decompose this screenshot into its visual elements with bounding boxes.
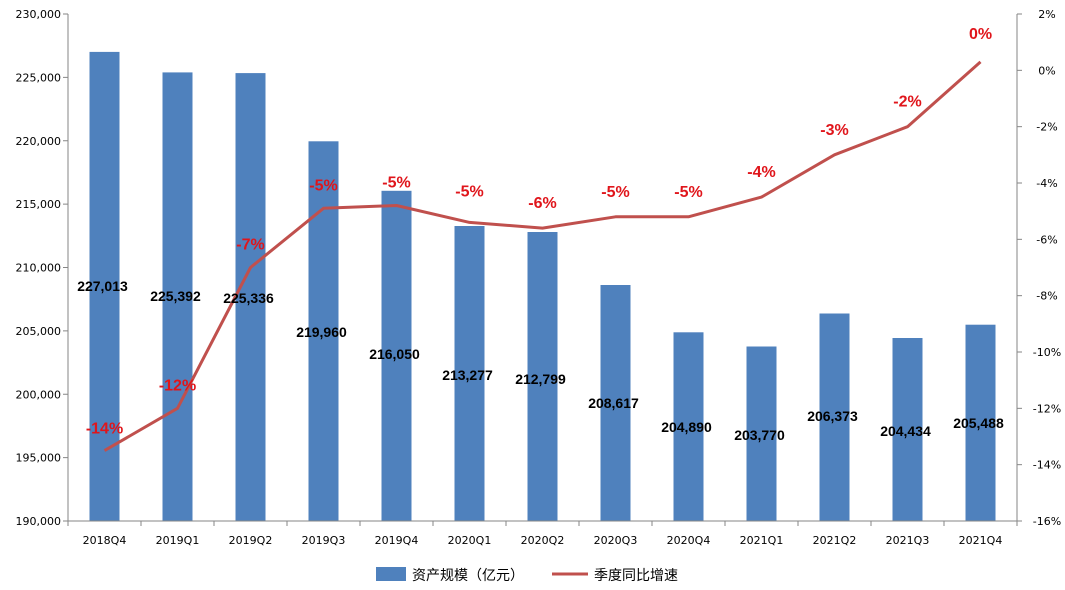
x-tick-label: 2019Q1 bbox=[156, 534, 200, 547]
right-tick-label: -14% bbox=[1033, 459, 1061, 472]
left-tick-label: 205,000 bbox=[16, 325, 62, 338]
bar-2020Q1 bbox=[454, 226, 485, 521]
growth-value-label: -3% bbox=[820, 122, 848, 139]
legend: 资产规模（亿元） 季度同比增速 bbox=[376, 567, 678, 584]
growth-value-label: 0% bbox=[969, 26, 992, 43]
bar-value-label: 203,770 bbox=[734, 427, 785, 443]
growth-value-label: -5% bbox=[382, 175, 410, 192]
left-tick-label: 210,000 bbox=[16, 262, 62, 275]
x-tick-label: 2021Q3 bbox=[886, 534, 930, 547]
labels-layer: 227,013 225,392 225,336 219,960 216,050 213,2… bbox=[77, 26, 1004, 443]
left-tick-label: 225,000 bbox=[16, 71, 62, 84]
left-tick-label: 230,000 bbox=[16, 8, 62, 21]
right-tick-label: -6% bbox=[1036, 233, 1057, 246]
left-tick-label: 190,000 bbox=[16, 515, 62, 528]
growth-value-label: -6% bbox=[528, 195, 556, 212]
x-tick-label: 2018Q4 bbox=[83, 534, 127, 547]
right-tick-label: -12% bbox=[1033, 402, 1061, 415]
bar-value-label: 212,799 bbox=[515, 371, 566, 387]
left-tick-label: 215,000 bbox=[16, 198, 62, 211]
right-tick-label: -4% bbox=[1036, 177, 1057, 190]
bar-value-label: 208,617 bbox=[588, 395, 639, 411]
bar-2019Q1 bbox=[162, 72, 193, 522]
growth-value-label: -2% bbox=[893, 94, 921, 111]
x-tick-label: 2021Q2 bbox=[813, 534, 857, 547]
right-tick-label: -10% bbox=[1033, 346, 1061, 359]
bar-2018Q4 bbox=[89, 51, 120, 522]
growth-value-label: -7% bbox=[236, 237, 264, 254]
bar-2020Q4 bbox=[673, 332, 704, 521]
bar-2021Q3 bbox=[892, 338, 923, 521]
bar-value-label: 216,050 bbox=[369, 346, 420, 362]
bar-2021Q1 bbox=[746, 346, 777, 521]
legend-bar-label: 资产规模（亿元） bbox=[412, 568, 524, 584]
left-tick-label: 200,000 bbox=[16, 388, 62, 401]
bar-2020Q2 bbox=[527, 232, 558, 521]
growth-value-label: -5% bbox=[601, 184, 629, 201]
growth-value-label: -4% bbox=[747, 164, 775, 181]
x-tick-label: 2019Q2 bbox=[229, 534, 273, 547]
x-tick-label: 2019Q4 bbox=[375, 534, 419, 547]
growth-value-label: -14% bbox=[86, 421, 123, 438]
growth-value-label: -12% bbox=[159, 377, 196, 394]
left-tick-label: 195,000 bbox=[16, 452, 62, 465]
growth-line bbox=[103, 60, 982, 452]
right-tick-label: -16% bbox=[1033, 515, 1061, 528]
bar-2019Q3 bbox=[308, 141, 339, 522]
bar-value-label: 205,488 bbox=[953, 415, 1004, 431]
bar-2019Q2 bbox=[235, 73, 266, 521]
left-tick-label: 220,000 bbox=[16, 135, 62, 148]
x-tick-label: 2019Q3 bbox=[302, 534, 346, 547]
x-tick-label: 2021Q4 bbox=[959, 534, 1003, 547]
growth-value-label: -5% bbox=[455, 183, 483, 200]
right-tick-label: -8% bbox=[1036, 290, 1057, 303]
bar-2021Q2 bbox=[819, 313, 850, 521]
bar-value-label: 204,890 bbox=[661, 419, 712, 435]
bar-2020Q3 bbox=[600, 285, 631, 521]
x-tick-label: 2020Q3 bbox=[594, 534, 638, 547]
right-tick-label: -2% bbox=[1036, 121, 1057, 134]
legend-line-label: 季度同比增速 bbox=[594, 568, 678, 584]
growth-value-label: -5% bbox=[309, 177, 337, 194]
bar-value-label: 204,434 bbox=[880, 423, 931, 439]
right-tick-label: 2% bbox=[1038, 8, 1055, 21]
x-tick-label: 2020Q2 bbox=[521, 534, 565, 547]
x-tick-label: 2020Q1 bbox=[448, 534, 492, 547]
bar-value-label: 206,373 bbox=[807, 408, 858, 424]
x-tick-label: 2021Q1 bbox=[740, 534, 784, 547]
bar-value-label: 219,960 bbox=[296, 324, 347, 340]
legend-bar-swatch bbox=[376, 567, 406, 581]
growth-value-label: -5% bbox=[674, 184, 702, 201]
line-layer bbox=[103, 60, 982, 452]
bar-value-label: 227,013 bbox=[77, 278, 128, 294]
bar-2021Q4 bbox=[965, 324, 996, 521]
x-tick-label: 2020Q4 bbox=[667, 534, 711, 547]
bar-value-label: 225,336 bbox=[223, 290, 274, 306]
bar-2019Q4 bbox=[381, 190, 412, 522]
right-tick-label: 0% bbox=[1038, 64, 1055, 77]
axes-layer: 190,000 195,000 200,000 205,000 210,000 215,0… bbox=[16, 8, 1062, 547]
bar-value-label: 213,277 bbox=[442, 367, 493, 383]
bars-layer bbox=[89, 51, 996, 522]
bar-value-label: 225,392 bbox=[150, 288, 201, 304]
